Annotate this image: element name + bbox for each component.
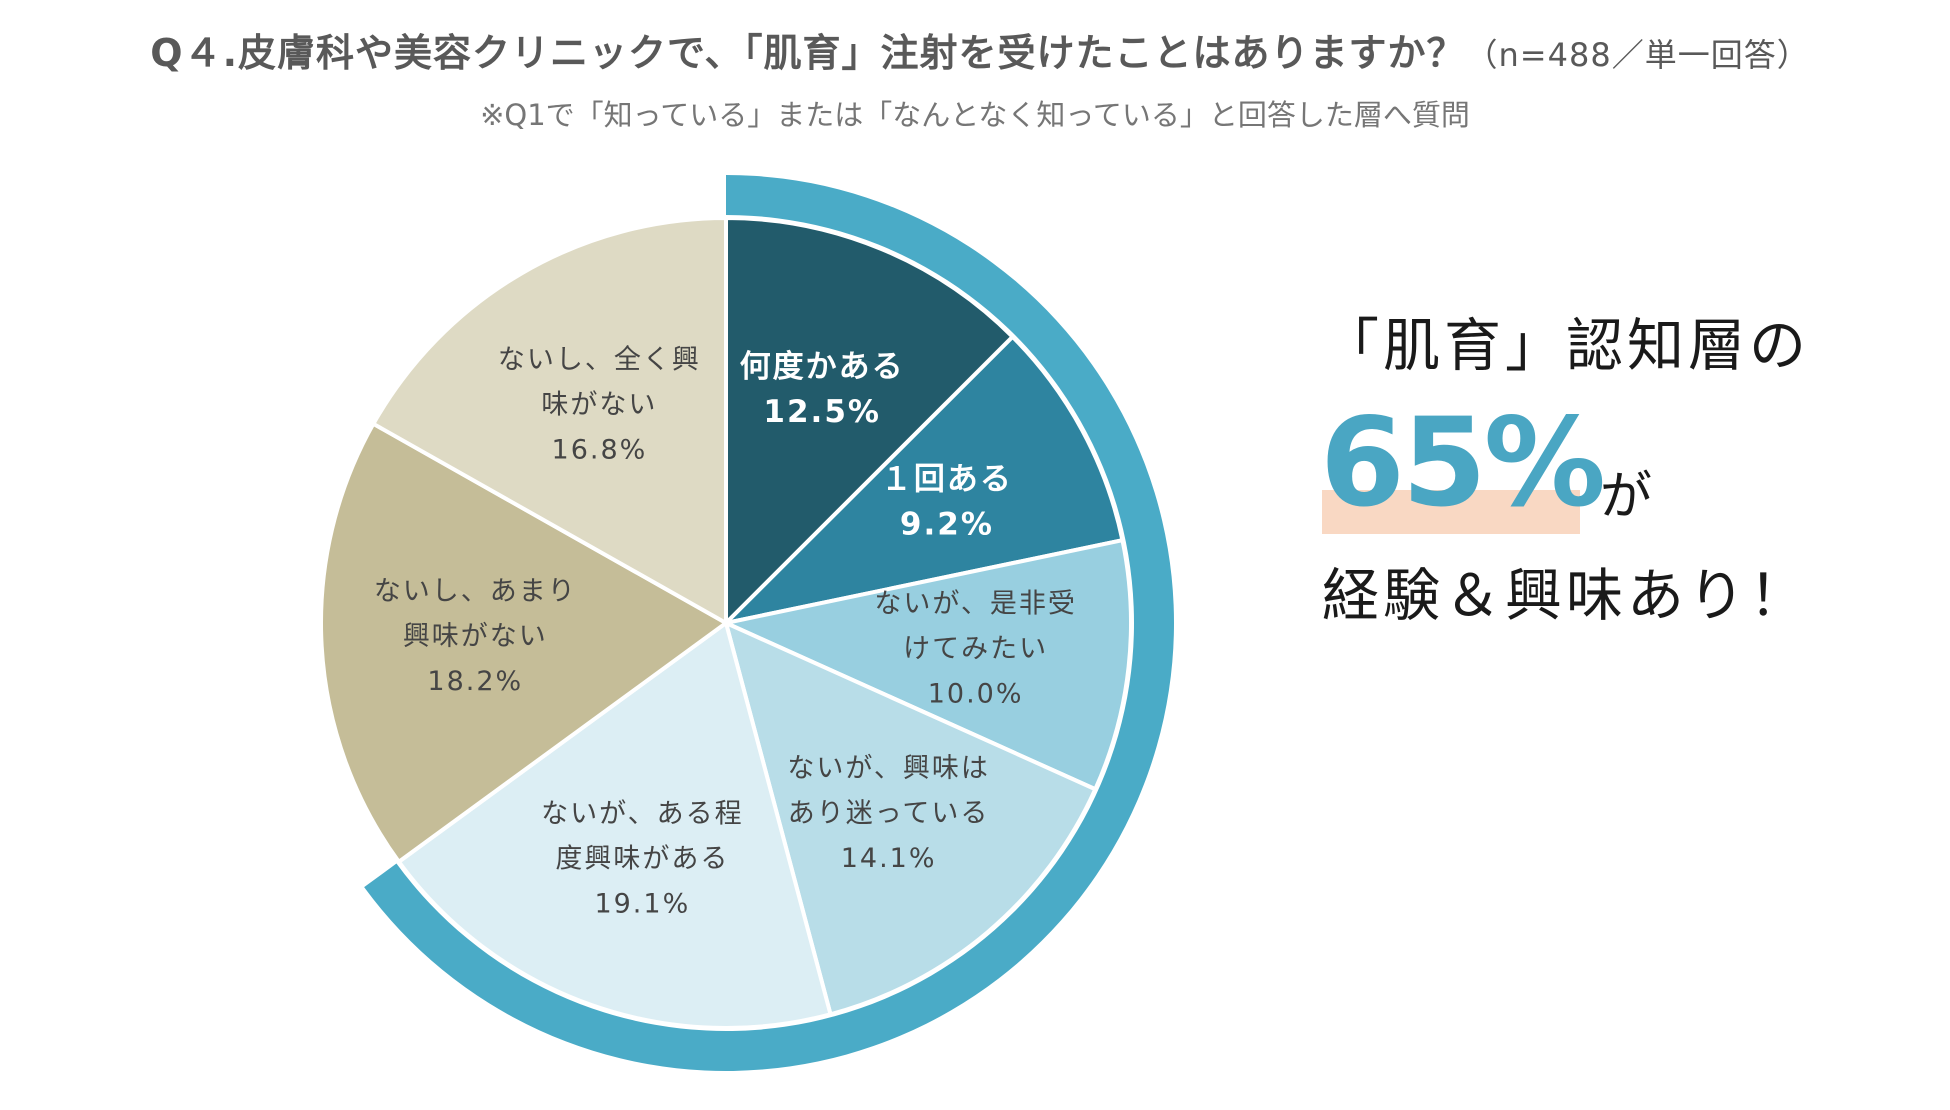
slice-value-label: 12.5% bbox=[763, 394, 881, 430]
callout-heading: 「肌育」認知層の bbox=[1322, 300, 1922, 382]
slice-category-label: ないし、あまり bbox=[374, 576, 577, 607]
slice-category-label: あり迷っている bbox=[788, 798, 990, 829]
slice-value-label: 18.2% bbox=[427, 666, 523, 697]
slice-value-label: 9.2% bbox=[900, 507, 994, 543]
slice-value-label: 19.1% bbox=[594, 888, 690, 919]
callout-conclusion: 経験＆興味あり！ bbox=[1322, 550, 1922, 632]
slice-category-label: ないし、全く興 bbox=[498, 345, 701, 376]
slice-category-label: 度興味がある bbox=[555, 843, 729, 874]
callout-suffix: が bbox=[1600, 454, 1652, 529]
slice-value-label: 16.8% bbox=[552, 435, 648, 466]
callout-box: 「肌育」認知層の 65% が 経験＆興味あり！ bbox=[1322, 300, 1922, 632]
slice-category-label: ないが、是非受 bbox=[874, 589, 1076, 620]
slice-category-label: １回ある bbox=[881, 462, 1013, 498]
slice-category-label: 興味がない bbox=[403, 621, 548, 652]
slice-category-label: 味がない bbox=[541, 390, 657, 421]
slice-value-label: 14.1% bbox=[841, 843, 937, 874]
slice-category-label: ないが、興味は bbox=[787, 753, 989, 784]
slice-value-label: 10.0% bbox=[928, 679, 1024, 710]
callout-highlight-row: 65% が bbox=[1322, 392, 1922, 542]
callout-percent: 65% bbox=[1320, 392, 1603, 534]
slice-category-label: けてみたい bbox=[903, 634, 1048, 665]
slice-category-label: 何度かある bbox=[740, 349, 905, 385]
slice-category-label: ないが、ある程 bbox=[541, 798, 743, 829]
